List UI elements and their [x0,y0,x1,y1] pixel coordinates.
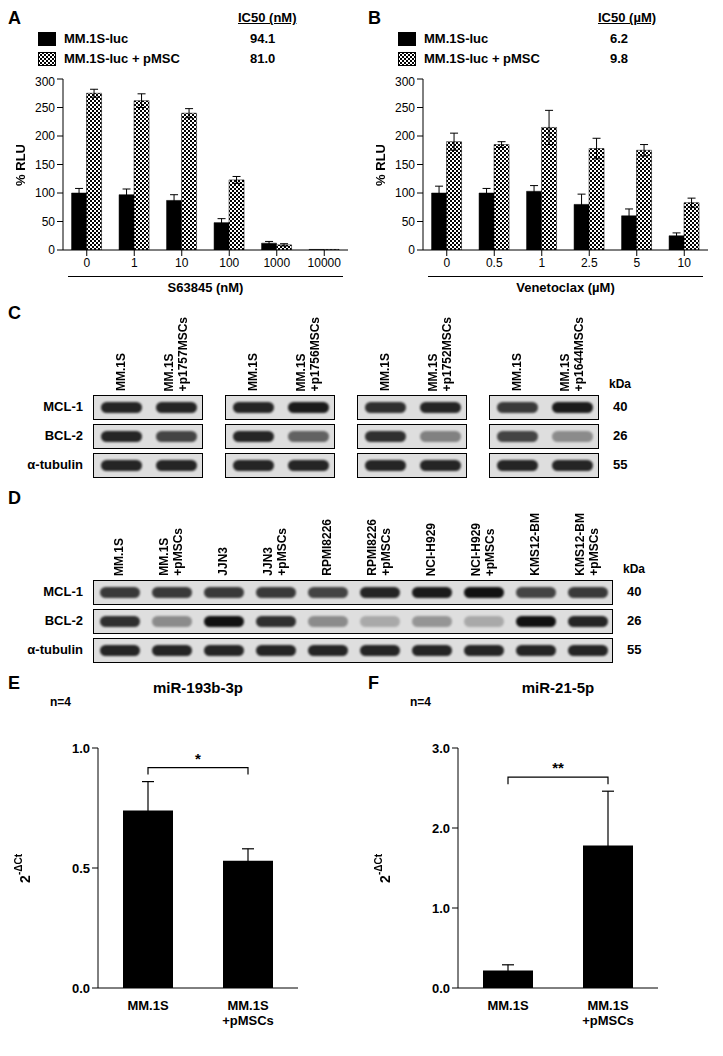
svg-text:10000: 10000 [308,256,342,270]
html-text:2: 2 [376,874,393,883]
html-text:MM.1S +p1757MSCs: MM.1S +p1757MSCs [161,316,190,391]
svg-text:MM.1S: MM.1S [227,998,269,1013]
html-text:40: 40 [613,399,628,414]
svg-text:0: 0 [408,243,415,257]
html-text:-ΔCt: -ΔCt [13,853,25,875]
html-text:NCI-H929 +pMSCs: NCI-H929 +pMSCs [469,522,497,576]
html-text:KMS12-BM +pMSCs: KMS12-BM +pMSCs [573,513,601,576]
html-text:RPMI8226 +pMSCs: RPMI8226 +pMSCs [365,519,393,576]
html-text:MCL-1: MCL-1 [43,399,83,414]
html-text:MM.1S +p1756MSCs: MM.1S +p1756MSCs [293,316,322,391]
html-text:9.8: 9.8 [610,51,629,66]
svg-text:5: 5 [633,256,640,270]
html-text:C: C [8,303,21,323]
svg-text:1000: 1000 [263,256,290,270]
svg-text:1: 1 [131,256,138,270]
html-text:MM.1S +p1644MSCs: MM.1S +p1644MSCs [557,316,586,391]
svg-text:10: 10 [175,256,189,270]
html-text:55: 55 [627,642,642,657]
svg-text:MM.1S: MM.1S [127,998,169,1013]
html-text:40: 40 [627,584,642,599]
html-text:F: F [368,673,379,693]
svg-text:3.0: 3.0 [432,741,450,756]
svg-text:1: 1 [538,256,545,270]
html-text:MM.1S: MM.1S [509,353,524,391]
svg-text:300: 300 [35,75,55,89]
html-text:% RLU: % RLU [372,143,388,186]
html-text:D: D [8,488,21,508]
html-text:55: 55 [613,457,628,472]
svg-text:300: 300 [395,75,415,89]
html-text:MM.1S-luc: MM.1S-luc [424,31,489,46]
html-text:miR-21-5p: miR-21-5p [521,679,595,696]
html-text:-ΔCt: -ΔCt [373,853,385,875]
html-text:MM.1S +p1752MSCs: MM.1S +p1752MSCs [425,316,454,391]
html-text:S63845 (nM): S63845 (nM) [167,280,244,295]
html-text:MM.1S-luc + pMSC: MM.1S-luc + pMSC [424,51,540,66]
html-text:JJN3 +pMSCs: JJN3 +pMSCs [261,528,289,576]
html-text:6.2: 6.2 [610,31,629,46]
svg-text:0.5: 0.5 [72,861,90,876]
html-text:26: 26 [613,428,628,443]
svg-text:250: 250 [35,101,55,115]
html-text:94.1: 94.1 [250,31,276,46]
html-text:BCL-2: BCL-2 [44,613,83,628]
html-text:MM.1S: MM.1S [112,538,126,576]
svg-text:0: 0 [48,243,55,257]
svg-text:150: 150 [35,158,55,172]
html-text:MM.1S +pMSCs: MM.1S +pMSCs [157,528,185,576]
svg-text:50: 50 [42,215,56,229]
svg-text:MM.1S: MM.1S [487,998,529,1013]
svg-text:1.0: 1.0 [72,741,90,756]
html-text:E: E [8,673,20,693]
html-text:kDa: kDa [623,562,645,576]
svg-text:0.0: 0.0 [432,981,450,996]
svg-text:200: 200 [395,129,415,143]
html-text:Venetoclax (µM): Venetoclax (µM) [516,280,615,295]
html-text:MM.1S: MM.1S [113,353,128,391]
svg-text:+pMSCs: +pMSCs [582,1013,634,1028]
html-text:MM.1S-luc + pMSC: MM.1S-luc + pMSC [64,51,180,66]
html-text:n=4: n=4 [50,695,71,709]
html-text:MCL-1: MCL-1 [43,584,83,599]
html-text:MM.1S: MM.1S [245,353,260,391]
html-text:2: 2 [16,874,33,883]
html-text:NCI-H929: NCI-H929 [424,522,438,576]
svg-text:0: 0 [83,256,90,270]
html-text:KMS12-BM: KMS12-BM [528,513,542,576]
html-text:RPMI8226: RPMI8226 [320,519,334,576]
svg-text:0: 0 [443,256,450,270]
svg-text:50: 50 [402,215,416,229]
html-text:IC50 (nM): IC50 (nM) [238,10,297,25]
svg-text:0.0: 0.0 [72,981,90,996]
html-text:26: 26 [627,613,642,628]
html-text:IC50 (µM): IC50 (µM) [598,10,657,25]
svg-text:MM.1S: MM.1S [587,998,629,1013]
svg-text:100: 100 [35,186,55,200]
svg-text:10: 10 [678,256,692,270]
html-text:α-tubulin: α-tubulin [27,457,83,472]
html-text:n=4: n=4 [410,695,431,709]
html-text:MM.1S: MM.1S [377,353,392,391]
svg-text:2.5: 2.5 [581,256,598,270]
svg-text:1.0: 1.0 [432,901,450,916]
svg-text:0.5: 0.5 [486,256,503,270]
svg-text:2.0: 2.0 [432,821,450,836]
html-text:kDa: kDa [609,377,631,391]
html-text:81.0: 81.0 [250,51,276,66]
html-text:BCL-2: BCL-2 [44,428,83,443]
svg-text:150: 150 [395,158,415,172]
html-text:α-tubulin: α-tubulin [27,642,83,657]
html-text:% RLU: % RLU [12,143,28,186]
svg-text:+pMSCs: +pMSCs [222,1013,274,1028]
svg-text:100: 100 [395,186,415,200]
html-text:A: A [8,8,21,28]
svg-text:200: 200 [35,129,55,143]
html-text:MM.1S-luc: MM.1S-luc [64,31,129,46]
svg-text:250: 250 [395,101,415,115]
html-text:B: B [368,8,381,28]
html-text:miR-193b-3p: miR-193b-3p [153,679,243,696]
svg-text:100: 100 [219,256,239,270]
html-text:JJN3: JJN3 [216,547,230,576]
